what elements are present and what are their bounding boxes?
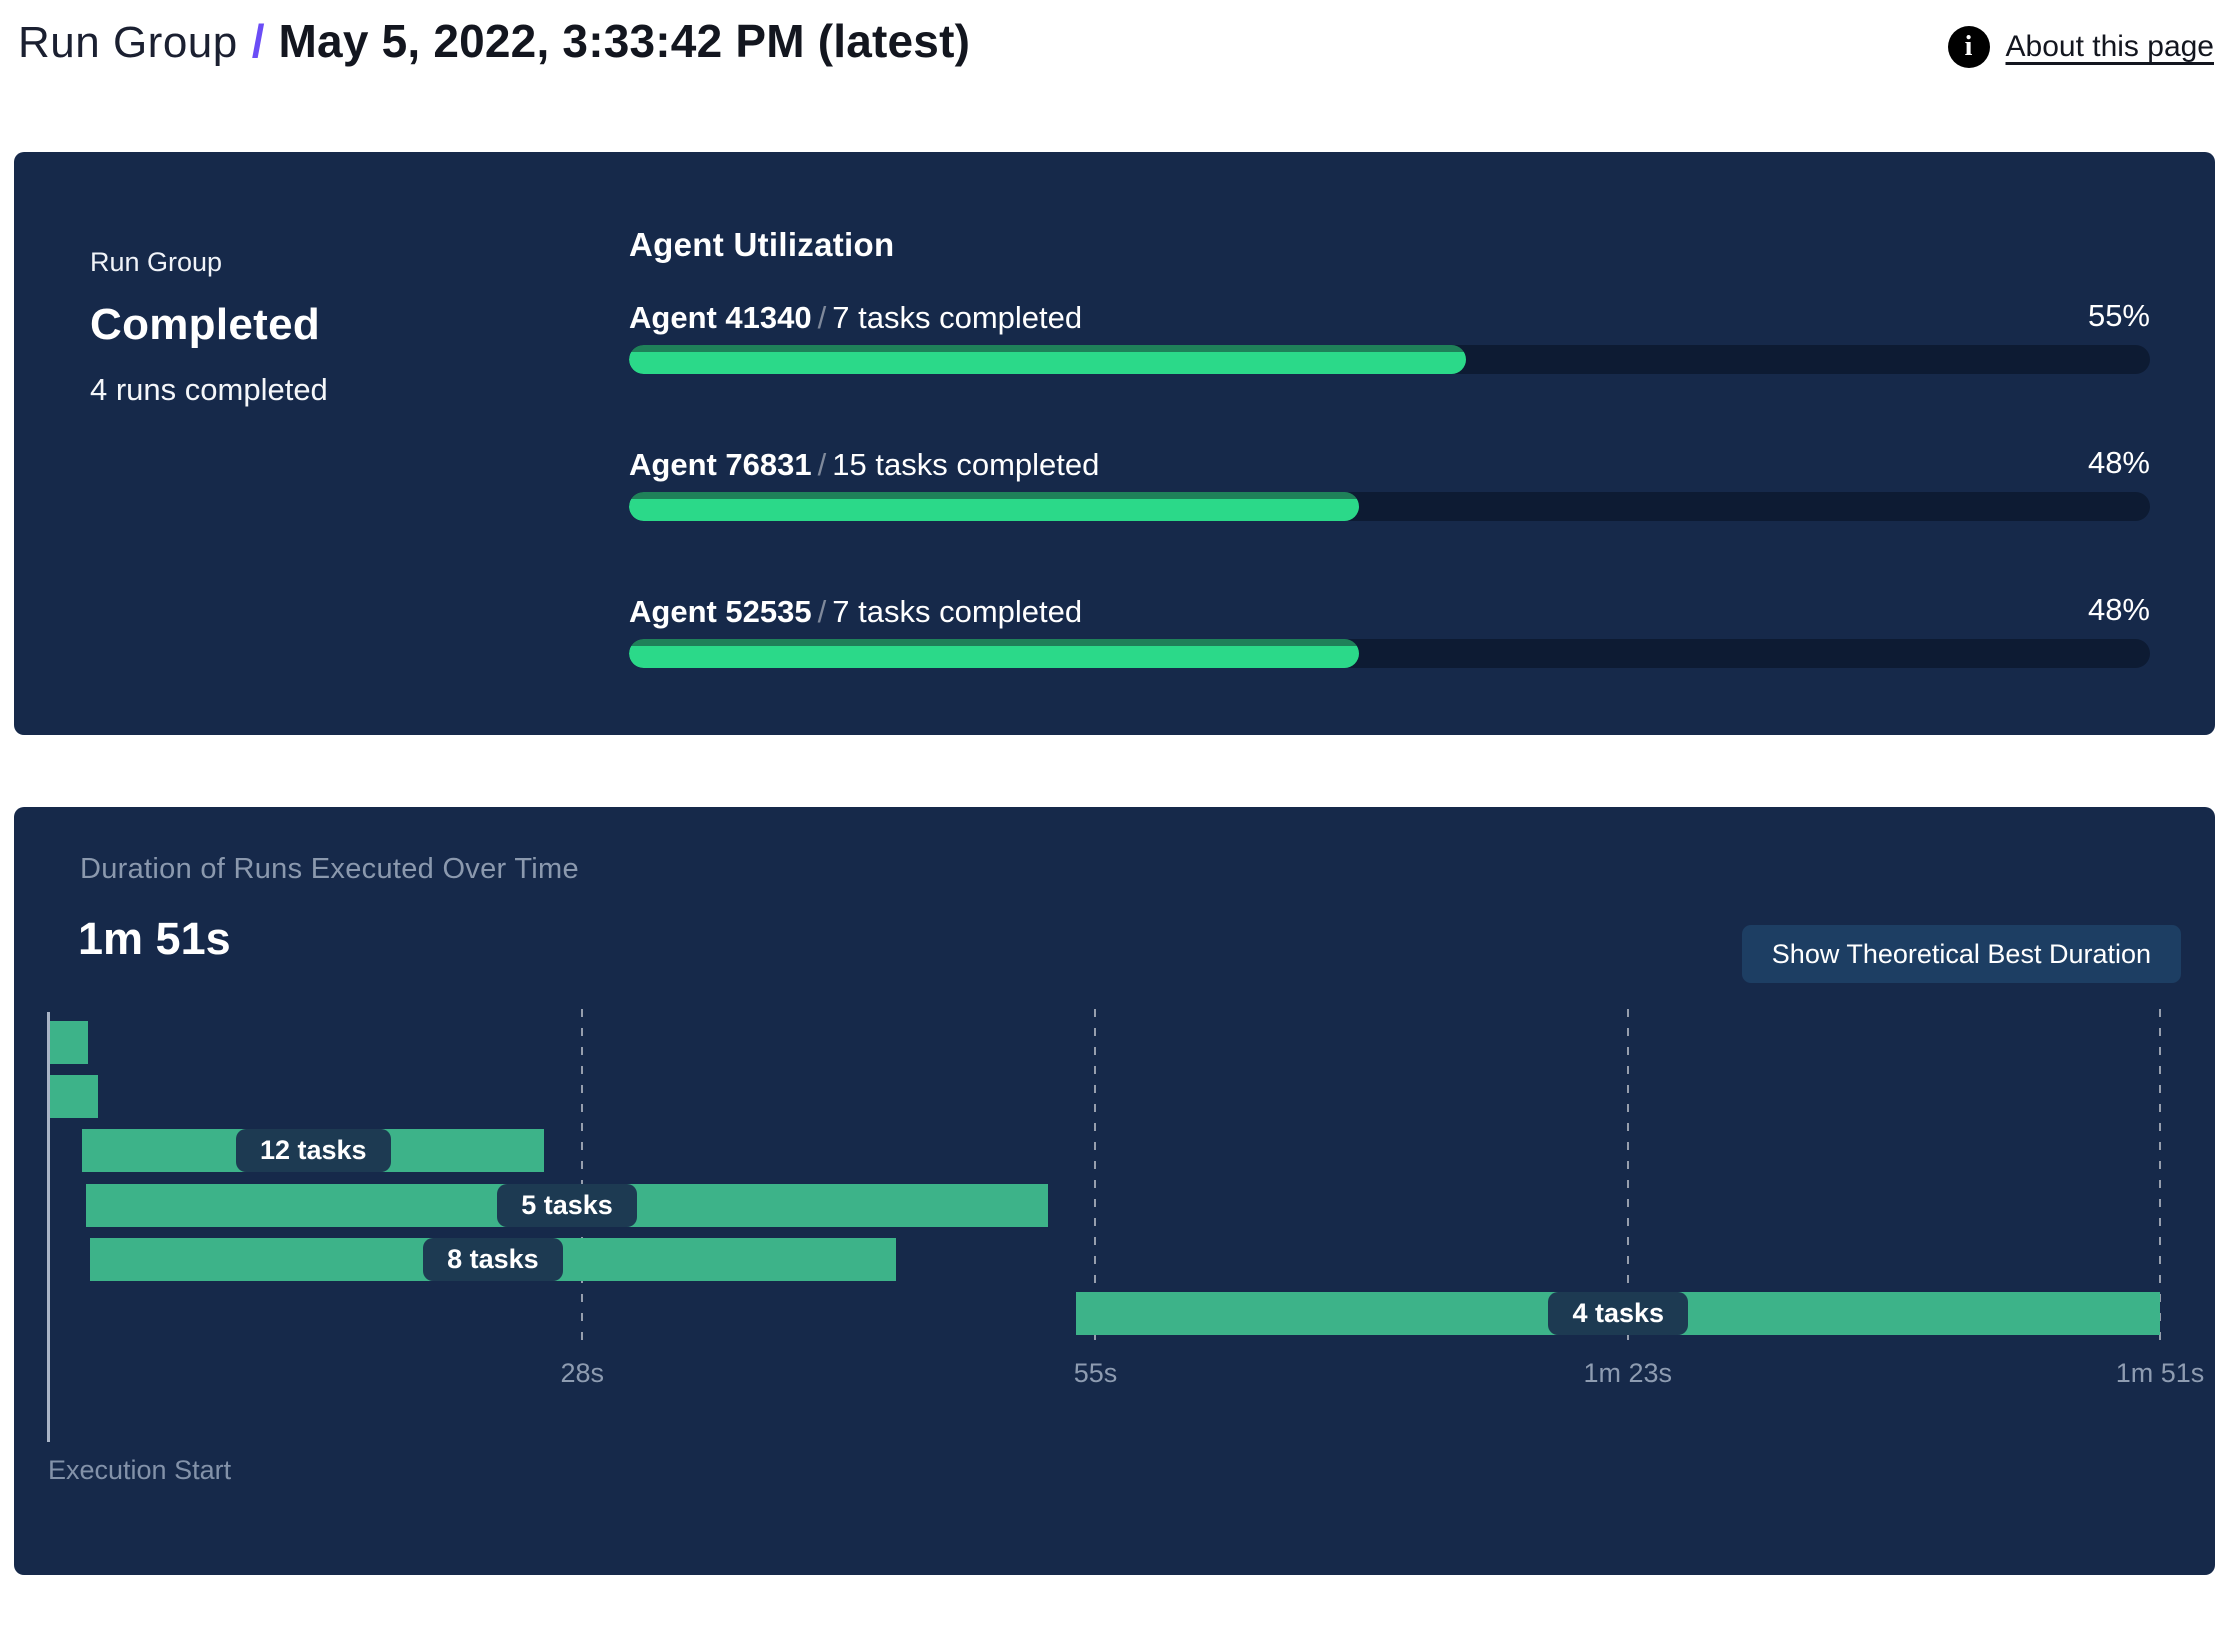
run-group-label: Run Group — [90, 247, 223, 277]
time-tick-label: 1m 23s — [1583, 1358, 1673, 1388]
time-tick-label: 1m 51s — [2115, 1358, 2205, 1388]
time-gridline — [1626, 1009, 1629, 1347]
duration-chart-title: Duration of Runs Executed Over Time — [80, 853, 579, 885]
agent-name: Agent 41340 — [629, 300, 812, 335]
task-count-pill: 12 tasks — [235, 1129, 391, 1172]
about-this-page-link[interactable]: i About this page — [1947, 26, 2215, 68]
gantt-run-bar[interactable]: 5 tasks — [86, 1184, 1048, 1227]
show-theoretical-best-duration-button[interactable]: Show Theoretical Best Duration — [1741, 925, 2181, 983]
breadcrumb-separator: / — [251, 15, 265, 67]
agent-tasks-completed: 15 tasks completed — [832, 447, 1100, 482]
agent-name: Agent 76831 — [629, 447, 812, 482]
gantt-run-bar[interactable]: 8 tasks — [89, 1238, 896, 1281]
time-gridline — [581, 1009, 584, 1347]
gantt-run-bar[interactable] — [50, 1075, 98, 1118]
info-icon: i — [1947, 26, 1990, 68]
run-group-panel: Run Group Completed 4 runs completed Age… — [14, 152, 2215, 735]
gantt-plot: 28s 55s 1m 23s 1m 51s 12 tasks 5 tasks 8 tasks… — [50, 1009, 2204, 1388]
agent-label: Agent 76831/15 tasks completed — [629, 445, 2150, 485]
run-group-summary: Run Group Completed 4 runs completed — [90, 247, 328, 408]
execution-start-label: Execution Start — [48, 1455, 232, 1485]
agent-progress-fill — [629, 492, 1360, 521]
agent-progress-fill — [629, 639, 1360, 668]
agent-progress-track — [629, 492, 2150, 521]
breadcrumb-run-group[interactable]: Run Group — [18, 18, 238, 67]
agent-label-separator: / — [817, 300, 827, 335]
duration-panel: Duration of Runs Executed Over Time 1m 5… — [14, 807, 2215, 1575]
agent-progress-track — [629, 639, 2150, 668]
agent-utilization-section: Agent Utilization Agent 41340/7 tasks co… — [629, 226, 2150, 705]
agent-utilization-row: Agent 41340/7 tasks completed 55% — [629, 298, 2150, 411]
run-group-status: Completed — [90, 300, 321, 349]
time-tick-label: 55s — [1073, 1358, 1118, 1388]
agent-utilization-percent: 48% — [2087, 592, 2150, 627]
agent-label: Agent 52535/7 tasks completed — [629, 592, 2150, 632]
agent-progress-track — [629, 345, 2150, 374]
agent-label-separator: / — [817, 594, 827, 629]
agent-label: Agent 41340/7 tasks completed — [629, 298, 2150, 338]
runs-completed-count: 4 runs completed — [90, 372, 328, 407]
task-count-pill: 5 tasks — [497, 1184, 637, 1227]
agent-utilization-title: Agent Utilization — [629, 226, 895, 263]
gantt-run-bar[interactable]: 12 tasks — [82, 1129, 545, 1172]
agent-tasks-completed: 7 tasks completed — [832, 594, 1083, 629]
agent-utilization-percent: 48% — [2087, 445, 2150, 480]
agent-name: Agent 52535 — [629, 594, 812, 629]
agent-utilization-row: Agent 76831/15 tasks completed 48% — [629, 445, 2150, 558]
page-header: Run Group / May 5, 2022, 3:33:42 PM (lat… — [0, 0, 2240, 152]
time-gridline — [2159, 1009, 2161, 1347]
task-count-pill: 4 tasks — [1548, 1292, 1689, 1335]
time-tick-label: 28s — [560, 1358, 605, 1388]
agent-progress-fill — [629, 345, 1466, 374]
execution-start-axis-line — [47, 1012, 50, 1442]
agent-tasks-completed: 7 tasks completed — [832, 300, 1083, 335]
agent-utilization-percent: 55% — [2087, 298, 2150, 333]
time-gridline — [1094, 1009, 1097, 1347]
about-link-label: About this page — [2005, 30, 2215, 63]
page-title: May 5, 2022, 3:33:42 PM (latest) — [278, 15, 971, 67]
total-duration-value: 1m 51s — [78, 913, 231, 964]
agent-utilization-row: Agent 52535/7 tasks completed 48% — [629, 592, 2150, 705]
gantt-run-bar[interactable] — [50, 1021, 89, 1064]
task-count-pill: 8 tasks — [423, 1238, 563, 1281]
agent-label-separator: / — [817, 447, 827, 482]
breadcrumb: Run Group / May 5, 2022, 3:33:42 PM (lat… — [18, 14, 970, 68]
gantt-run-bar[interactable]: 4 tasks — [1076, 1292, 2160, 1335]
